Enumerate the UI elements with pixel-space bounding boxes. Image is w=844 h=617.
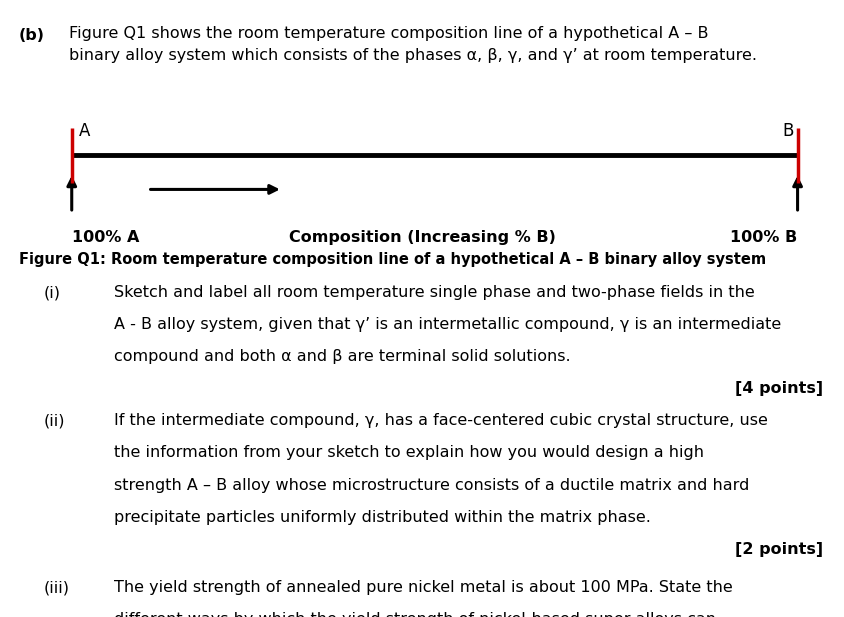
Text: A: A [78,122,89,140]
Text: [4 points]: [4 points] [735,381,823,396]
Text: 100% A: 100% A [72,230,139,244]
Text: strength A – B alloy whose microstructure consists of a ductile matrix and hard: strength A – B alloy whose microstructur… [114,478,749,492]
Text: Sketch and label all room temperature single phase and two-phase fields in the: Sketch and label all room temperature si… [114,285,755,300]
Text: (i): (i) [44,285,61,300]
Text: B: B [782,122,793,140]
Text: The yield strength of annealed pure nickel metal is about 100 MPa. State the: The yield strength of annealed pure nick… [114,580,733,595]
Text: different ways by which the yield strength of nickel-based super alloys can: different ways by which the yield streng… [114,612,716,617]
Text: Composition (Increasing % B): Composition (Increasing % B) [289,230,555,244]
Text: (iii): (iii) [44,580,70,595]
Text: If the intermediate compound, γ, has a face-centered cubic crystal structure, us: If the intermediate compound, γ, has a f… [114,413,768,428]
Text: the information from your sketch to explain how you would design a high: the information from your sketch to expl… [114,445,704,460]
Text: binary alloy system which consists of the phases α, β, γ, and γʼ at room tempera: binary alloy system which consists of th… [69,48,757,63]
Text: [2 points]: [2 points] [735,542,823,557]
Text: Figure Q1: Room temperature composition line of a hypothetical A – B binary allo: Figure Q1: Room temperature composition … [19,252,766,267]
Text: (b): (b) [19,28,45,43]
Text: Figure Q1 shows the room temperature composition line of a hypothetical A – B: Figure Q1 shows the room temperature com… [69,26,709,41]
Text: compound and both α and β are terminal solid solutions.: compound and both α and β are terminal s… [114,349,571,364]
Text: A - B alloy system, given that γʼ is an intermetallic compound, γ is an intermed: A - B alloy system, given that γʼ is an … [114,317,782,332]
Text: (ii): (ii) [44,413,65,428]
Text: precipitate particles uniformly distributed within the matrix phase.: precipitate particles uniformly distribu… [114,510,651,524]
Text: 100% B: 100% B [730,230,798,244]
